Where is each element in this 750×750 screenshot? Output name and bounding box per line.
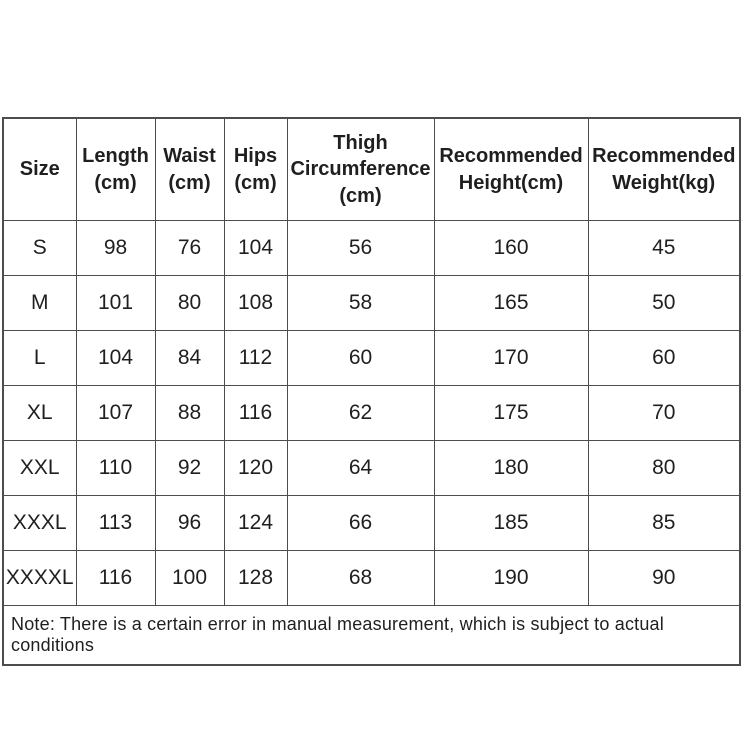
cell-length: 113	[75, 495, 156, 551]
cell-hips: 116	[223, 385, 288, 441]
table-header-row: Size Length (cm) Waist (cm) Hips (cm) Th…	[2, 117, 741, 221]
row-label-size: XXXXL	[2, 550, 77, 606]
cell-thigh-circumference: 62	[286, 385, 435, 441]
cell-length: 101	[75, 275, 156, 331]
row-label-size: S	[2, 220, 77, 276]
cell-recommended-height: 165	[433, 275, 589, 331]
column-header-waist: Waist (cm)	[154, 117, 225, 221]
cell-waist: 84	[154, 330, 225, 386]
cell-recommended-weight: 90	[587, 550, 741, 606]
cell-recommended-height: 160	[433, 220, 589, 276]
cell-length: 98	[75, 220, 156, 276]
cell-waist: 96	[154, 495, 225, 551]
cell-length: 107	[75, 385, 156, 441]
cell-thigh-circumference: 68	[286, 550, 435, 606]
cell-hips: 128	[223, 550, 288, 606]
cell-length: 110	[75, 440, 156, 496]
cell-length: 116	[75, 550, 156, 606]
cell-recommended-weight: 45	[587, 220, 741, 276]
table-row-xxxxl: XXXXL 116 100 128 68 190 90	[2, 550, 741, 606]
row-label-size: M	[2, 275, 77, 331]
cell-hips: 104	[223, 220, 288, 276]
table-row-m: M 101 80 108 58 165 50	[2, 275, 741, 331]
cell-length: 104	[75, 330, 156, 386]
table-note-row: Note: There is a certain error in manual…	[2, 605, 741, 666]
cell-hips: 124	[223, 495, 288, 551]
table-row-xxl: XXL 110 92 120 64 180 80	[2, 440, 741, 496]
column-header-recommended-height: Recommended Height(cm)	[433, 117, 589, 221]
cell-recommended-height: 170	[433, 330, 589, 386]
cell-thigh-circumference: 60	[286, 330, 435, 386]
cell-recommended-weight: 70	[587, 385, 741, 441]
row-label-size: L	[2, 330, 77, 386]
cell-recommended-height: 185	[433, 495, 589, 551]
table-row-l: L 104 84 112 60 170 60	[2, 330, 741, 386]
cell-thigh-circumference: 64	[286, 440, 435, 496]
column-header-thigh-circumference: Thigh Circumference (cm)	[286, 117, 435, 221]
cell-recommended-height: 190	[433, 550, 589, 606]
cell-waist: 88	[154, 385, 225, 441]
cell-hips: 120	[223, 440, 288, 496]
table-row-xl: XL 107 88 116 62 175 70	[2, 385, 741, 441]
cell-thigh-circumference: 58	[286, 275, 435, 331]
cell-recommended-weight: 85	[587, 495, 741, 551]
cell-waist: 76	[154, 220, 225, 276]
column-header-recommended-weight: Recommended Weight(kg)	[587, 117, 741, 221]
cell-recommended-weight: 60	[587, 330, 741, 386]
cell-recommended-weight: 80	[587, 440, 741, 496]
cell-waist: 100	[154, 550, 225, 606]
cell-hips: 108	[223, 275, 288, 331]
cell-recommended-weight: 50	[587, 275, 741, 331]
cell-recommended-height: 175	[433, 385, 589, 441]
cell-waist: 92	[154, 440, 225, 496]
cell-thigh-circumference: 56	[286, 220, 435, 276]
column-header-hips: Hips (cm)	[223, 117, 288, 221]
measurement-note: Note: There is a certain error in manual…	[2, 605, 741, 666]
column-header-size: Size	[2, 117, 77, 221]
table-row-s: S 98 76 104 56 160 45	[2, 220, 741, 276]
row-label-size: XXXL	[2, 495, 77, 551]
row-label-size: XL	[2, 385, 77, 441]
cell-thigh-circumference: 66	[286, 495, 435, 551]
cell-waist: 80	[154, 275, 225, 331]
size-chart-table: Size Length (cm) Waist (cm) Hips (cm) Th…	[2, 117, 741, 666]
row-label-size: XXL	[2, 440, 77, 496]
cell-hips: 112	[223, 330, 288, 386]
cell-recommended-height: 180	[433, 440, 589, 496]
table-row-xxxl: XXXL 113 96 124 66 185 85	[2, 495, 741, 551]
column-header-length: Length (cm)	[75, 117, 156, 221]
